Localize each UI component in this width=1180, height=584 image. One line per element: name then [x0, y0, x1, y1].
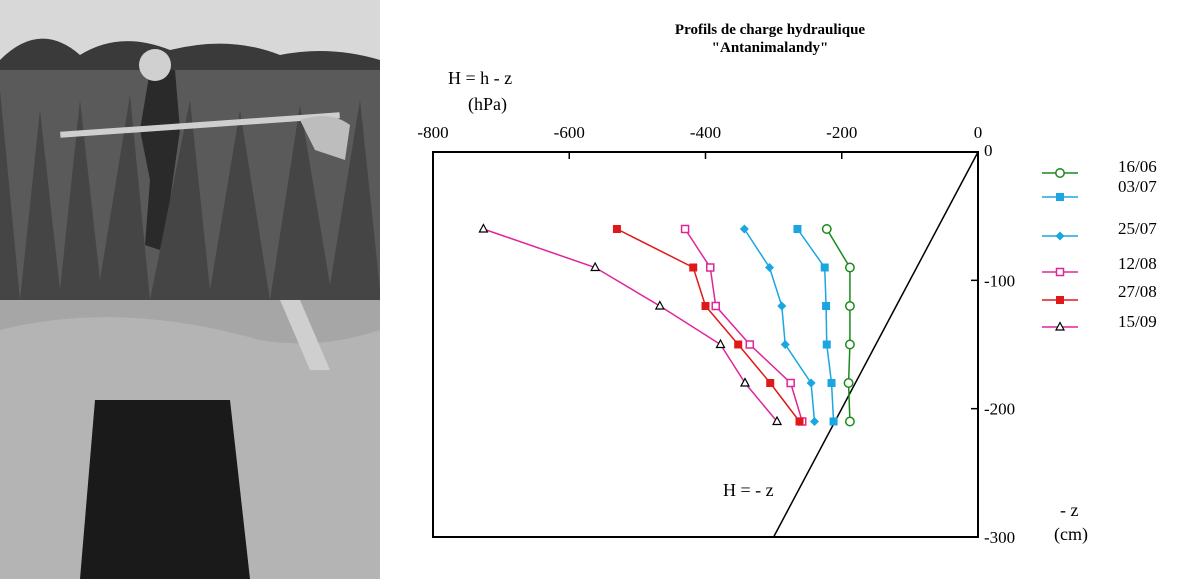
data-point: [829, 417, 838, 426]
legend-label: 15/09: [1118, 312, 1157, 331]
x-axis-unit: (hPa): [468, 94, 507, 115]
data-point: [765, 263, 775, 272]
data-point: [701, 302, 710, 310]
data-point: [777, 301, 787, 311]
data-point: [740, 377, 751, 387]
y-axis-label: - z: [1060, 500, 1078, 520]
data-point: [806, 378, 816, 388]
series-layer: [478, 223, 855, 427]
legend-item: 27/08: [1042, 282, 1157, 304]
data-point: [706, 263, 715, 272]
reference-line-label: H = - z: [723, 480, 774, 500]
series-line: [616, 228, 801, 422]
plot-frame: [432, 151, 979, 538]
series-line: [483, 228, 778, 422]
data-point: [478, 223, 489, 233]
data-point: [820, 263, 829, 272]
field-photo-graphic: [0, 0, 380, 579]
y-tick-label: -300: [984, 528, 1015, 547]
x-axis-label: H = h - z: [448, 68, 512, 88]
y-tick-label: -100: [984, 271, 1015, 290]
hydraulic-head-chart: Profils de charge hydraulique "Antanimal…: [417, 22, 1157, 547]
data-point: [844, 339, 855, 350]
data-point: [715, 338, 726, 349]
legend-label: 25/07: [1118, 219, 1157, 238]
chart-panel: Profils de charge hydraulique "Antanimal…: [380, 0, 1180, 579]
data-point: [786, 378, 795, 388]
data-point: [844, 262, 855, 273]
chart-subtitle: "Antanimalandy": [712, 40, 829, 56]
legend-swatch-marker: [1055, 231, 1065, 241]
data-point: [745, 340, 755, 349]
legend-label: 03/07: [1118, 177, 1157, 196]
legend-label: 16/06: [1118, 157, 1157, 176]
series-line: [743, 228, 816, 422]
series-5: [478, 223, 783, 426]
reference-line-path: [772, 151, 979, 538]
legend-swatch-marker: [1056, 296, 1064, 304]
legend-label: 12/08: [1118, 254, 1157, 273]
chart-title: Profils de charge hydraulique: [675, 22, 865, 38]
data-point: [795, 417, 804, 426]
data-point: [780, 340, 790, 349]
legend-swatch-marker: [1056, 193, 1064, 201]
data-point: [739, 224, 749, 234]
series-2: [739, 224, 819, 426]
x-tick-label: -400: [690, 123, 721, 142]
y-tick-label: -200: [984, 400, 1015, 419]
series-1: [793, 225, 838, 426]
legend-item: 15/09: [1042, 312, 1157, 331]
data-point: [822, 302, 831, 310]
legend-swatch-marker: [1055, 267, 1065, 277]
data-point: [734, 340, 743, 349]
data-point: [772, 415, 783, 426]
data-point: [844, 416, 855, 427]
data-point: [689, 263, 698, 272]
legend-item: 12/08: [1042, 254, 1157, 277]
series-line: [796, 228, 835, 422]
y-tick-label: 0: [984, 141, 993, 160]
x-tick-label: -800: [417, 123, 448, 142]
y-axis-unit: (cm): [1054, 524, 1088, 545]
x-tick-label: -200: [826, 123, 857, 142]
data-point: [793, 225, 802, 233]
reference-line: [772, 151, 979, 538]
data-point: [827, 379, 836, 387]
legend-item: 25/07: [1042, 219, 1157, 241]
field-photo: [0, 0, 380, 579]
data-point: [590, 261, 601, 272]
series-4: [612, 225, 804, 426]
series-3: [680, 224, 807, 426]
series-0: [821, 224, 855, 427]
x-axis: -800 -600 -400 -200 0: [417, 123, 982, 159]
y-axis: 0 -100 -200 -300: [971, 141, 1015, 547]
data-point: [822, 340, 831, 349]
series-line: [826, 228, 851, 422]
data-point: [654, 300, 665, 310]
x-tick-label: -600: [554, 123, 585, 142]
data-point: [612, 225, 621, 233]
data-point: [680, 224, 690, 234]
legend-item: 03/07: [1042, 177, 1157, 201]
x-tick-label: 0: [974, 123, 983, 142]
data-point: [766, 379, 775, 387]
data-point: [711, 301, 720, 311]
data-point: [810, 417, 819, 426]
legend-swatch-marker: [1055, 168, 1065, 178]
data-point: [844, 301, 855, 311]
legend-item: 16/06: [1042, 157, 1157, 178]
legend-swatch-marker: [1055, 321, 1065, 331]
legend-label: 27/08: [1118, 282, 1157, 301]
data-point: [843, 378, 854, 388]
data-point: [821, 224, 832, 234]
series-line: [684, 228, 803, 422]
